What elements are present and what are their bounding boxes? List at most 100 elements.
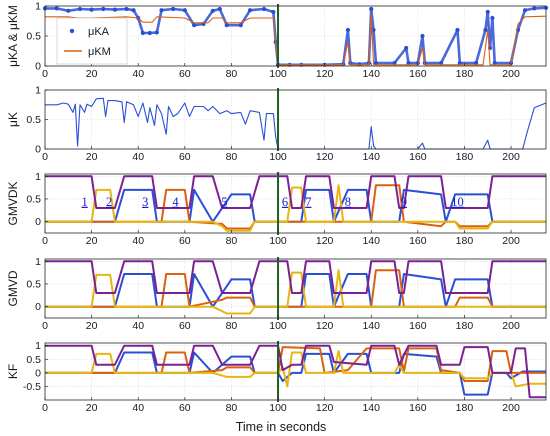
- data-point: [124, 6, 129, 12]
- data-point: [271, 9, 276, 15]
- x-tick-label: 80: [226, 402, 238, 414]
- y-tick-label: 1: [35, 85, 41, 97]
- data-point: [159, 8, 164, 13]
- y-tick-label: 1: [35, 1, 41, 13]
- data-point: [522, 8, 528, 13]
- data-point: [171, 6, 176, 12]
- legend-swatch-mu-ka: [69, 28, 75, 34]
- data-point: [140, 30, 145, 36]
- data-point: [455, 27, 460, 33]
- x-tick-label: 180: [456, 68, 474, 80]
- data-point: [210, 8, 215, 13]
- panel-gmvd: 0 20 40 60 80 100 120 140 160 180 200 1 0.5 0 GMVD: [6, 256, 547, 332]
- segment-label: 1: [81, 195, 87, 209]
- x-tick-label: 140: [362, 68, 380, 80]
- legend-label: μKM: [88, 46, 111, 58]
- x-tick-label: 140: [362, 235, 380, 247]
- y-tick-label: 0.5: [26, 31, 41, 43]
- y-tick-label: 0: [35, 216, 41, 228]
- x-tick-label: 60: [179, 68, 191, 80]
- data-point: [404, 45, 409, 51]
- x-tick-label: 0: [42, 402, 48, 414]
- series-line-gmvdk-2: [45, 184, 546, 232]
- series-line-gmvd-2: [45, 269, 546, 315]
- x-tick-label: 40: [132, 68, 144, 80]
- data-point: [457, 60, 462, 66]
- x-tick-label: 0: [42, 235, 48, 247]
- x-tick-label: 120: [316, 151, 334, 163]
- segment-label: 6: [282, 195, 288, 209]
- data-point: [492, 60, 497, 66]
- data-point: [217, 6, 222, 12]
- data-point: [532, 6, 537, 11]
- x-tick-label: 180: [456, 235, 474, 247]
- plot-frame: [44, 342, 547, 401]
- plot-frame: [44, 258, 547, 319]
- x-tick-label: 80: [226, 151, 238, 163]
- data-point: [101, 6, 106, 12]
- x-tick-label: 120: [316, 402, 334, 414]
- plot-frame: [44, 173, 547, 234]
- data-point: [192, 23, 197, 28]
- x-tick-label: 100: [269, 402, 287, 414]
- panel-gmvdk: 0 20 40 60 80 100 120 140 160 180 200 1 0.5 0 GMVDK 1 2 3…: [6, 171, 547, 247]
- x-tick-label: 120: [316, 320, 334, 332]
- y-tick-label: 0: [35, 61, 41, 73]
- x-tick-label: 40: [132, 151, 144, 163]
- x-tick-label: 60: [179, 235, 191, 247]
- data-point: [485, 9, 490, 15]
- data-point: [490, 15, 495, 21]
- legend-box: [56, 17, 128, 65]
- series-line-kf-0: [45, 351, 546, 396]
- data-point: [238, 23, 243, 28]
- x-tick-label: 0: [42, 68, 48, 80]
- data-point: [182, 8, 187, 13]
- y-tick-label: 0.5: [26, 354, 41, 366]
- segment-label: 8: [345, 195, 351, 209]
- series-line-gmvdk-1: [45, 184, 546, 230]
- data-point: [392, 60, 397, 66]
- panel-mu-k: 0 20 40 60 80 100 120 140 160 180 200 1 0.5 0 μK: [6, 85, 547, 163]
- y-axis-label-kf: KF: [6, 364, 20, 379]
- y-tick-label: 0: [35, 144, 41, 156]
- x-tick-label: 180: [456, 320, 474, 332]
- x-tick-label: 200: [502, 402, 520, 414]
- x-tick-label: 60: [179, 151, 191, 163]
- series-line-mu-k-0: [45, 97, 547, 150]
- x-tick-label: 200: [502, 235, 520, 247]
- data-point: [420, 33, 425, 39]
- data-point: [247, 8, 253, 13]
- x-tick-label: 80: [226, 68, 238, 80]
- panel-mu-ka-km: 0 20 40 60 80 100 120 140 160 180 200 1 0.5 0 μKA & μK…: [6, 1, 549, 80]
- x-tick-label: 20: [86, 68, 98, 80]
- x-tick-label: 120: [316, 68, 334, 80]
- x-tick-label: 40: [132, 320, 144, 332]
- y-tick-label: -0.5: [23, 381, 41, 393]
- x-tick-label: 20: [86, 151, 98, 163]
- data-point: [406, 60, 411, 66]
- segment-label: 2: [106, 195, 112, 209]
- y-tick-label: 0: [35, 367, 41, 379]
- x-tick-label: 160: [409, 68, 427, 80]
- x-tick-label: 100: [269, 235, 287, 247]
- y-axis-label-gmvd: GMVD: [6, 270, 20, 306]
- x-tick-label: 40: [132, 402, 144, 414]
- data-point: [112, 7, 118, 12]
- x-tick-label: 140: [362, 151, 380, 163]
- x-tick-label: 80: [226, 320, 238, 332]
- y-tick-label: 1: [35, 171, 41, 183]
- data-point: [483, 27, 488, 33]
- x-tick-label: 60: [179, 320, 191, 332]
- data-point: [54, 6, 59, 11]
- y-tick-label: 0.5: [26, 114, 41, 126]
- segment-label: 10: [451, 195, 464, 209]
- y-axis-label-mu-ka-km: μKA & μKM: [6, 5, 20, 67]
- x-tick-label: 20: [86, 235, 98, 247]
- x-tick-label: 100: [269, 320, 287, 332]
- data-point: [439, 60, 444, 66]
- x-tick-label: 200: [502, 68, 520, 80]
- plot-area: [45, 259, 546, 318]
- data-point: [369, 6, 374, 12]
- x-tick-label: 180: [456, 402, 474, 414]
- y-axis-label-gmvdk: GMVDK: [6, 181, 20, 225]
